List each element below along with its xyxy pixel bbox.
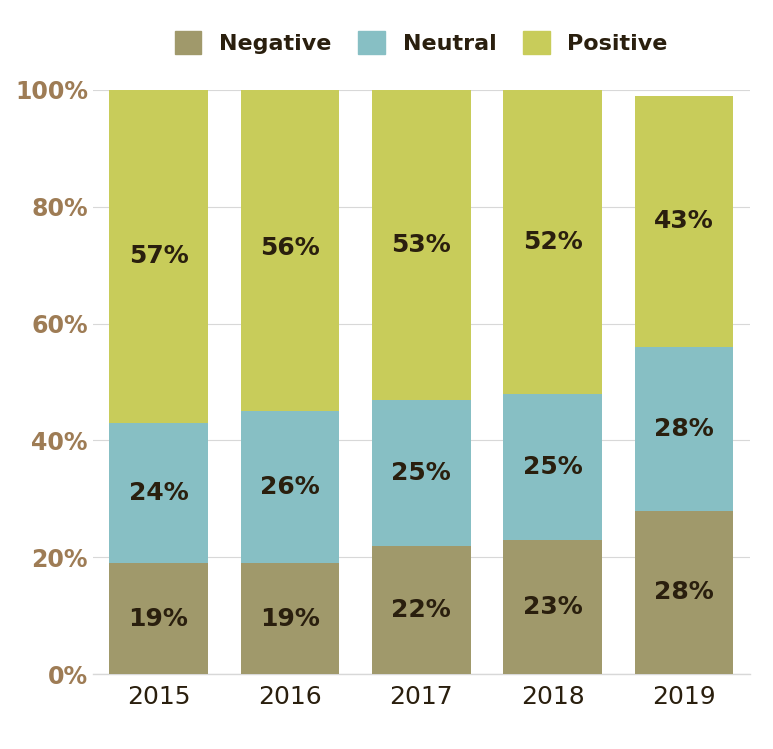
Bar [240,411,339,563]
Bar [372,90,471,399]
Text: 24%: 24% [128,481,189,505]
Legend: Negative, Neutral, Positive: Negative, Neutral, Positive [175,31,668,54]
Bar [503,394,602,540]
Text: 26%: 26% [260,475,320,499]
Text: 28%: 28% [654,580,714,604]
Bar [372,545,471,674]
Text: 57%: 57% [128,244,189,268]
Bar [109,563,208,674]
Bar [240,563,339,674]
Text: 52%: 52% [523,230,583,254]
Bar [372,399,471,545]
Bar [240,84,339,411]
Bar [109,90,208,423]
Bar [635,347,734,511]
Bar [635,96,734,347]
Text: 19%: 19% [260,607,320,631]
Bar [503,540,602,674]
Text: 19%: 19% [128,607,189,631]
Text: 25%: 25% [391,461,451,485]
Text: 28%: 28% [654,416,714,440]
Text: 23%: 23% [523,595,583,619]
Text: 53%: 53% [391,233,451,257]
Bar [109,423,208,563]
Text: 56%: 56% [260,236,320,260]
Text: 22%: 22% [391,598,451,622]
Text: 43%: 43% [654,209,714,234]
Bar [503,90,602,394]
Text: 25%: 25% [523,455,583,479]
Bar [635,511,734,674]
